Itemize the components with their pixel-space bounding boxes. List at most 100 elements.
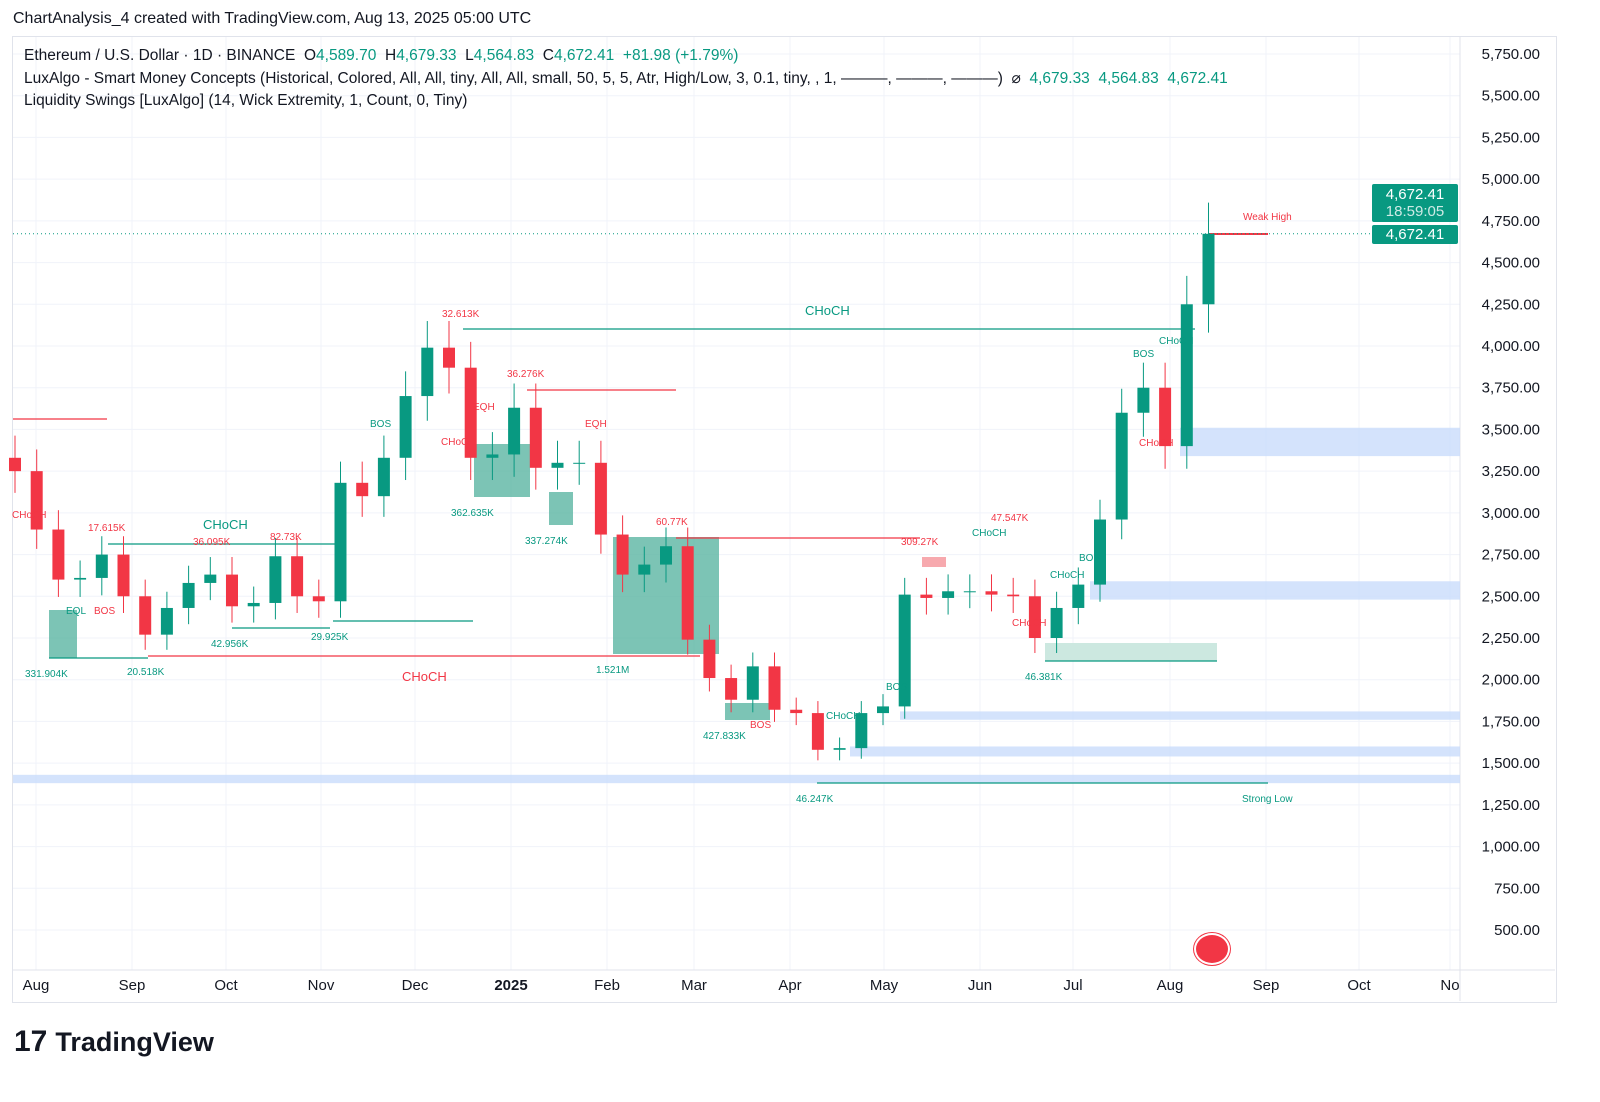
x-tick-label: Dec: [402, 977, 429, 994]
x-tick-label: Oct: [1347, 977, 1371, 994]
x-tick-label: Mar: [681, 977, 707, 994]
change-value: +81.98 (+1.79%): [622, 47, 739, 64]
candle: [334, 482, 347, 602]
y-tick-label: 1,250.00: [1482, 797, 1540, 814]
demand-zone: [850, 746, 1460, 757]
y-tick-label: 1,750.00: [1482, 713, 1540, 730]
x-tick-label: Jun: [968, 977, 992, 994]
y-tick-label: 4,250.00: [1482, 296, 1540, 313]
volume-label: 46.247K: [796, 794, 834, 805]
y-tick-label: 2,250.00: [1482, 630, 1540, 647]
candle: [985, 591, 998, 595]
candle: [1050, 607, 1063, 638]
candle: [377, 457, 390, 497]
eqh-label: EQH: [473, 402, 495, 413]
candle: [312, 596, 325, 602]
volume-label: 36.276K: [507, 369, 545, 380]
y-tick-label: 5,000.00: [1482, 171, 1540, 188]
candle: [486, 454, 499, 458]
y-tick-label: 5,500.00: [1482, 88, 1540, 105]
choch-label: CHoCH: [805, 303, 850, 318]
x-tick-label: Apr: [778, 977, 801, 994]
order-block: [725, 703, 770, 720]
choch-label: CHoCH: [1012, 618, 1047, 629]
candle: [942, 591, 955, 598]
y-tick-label: 2,000.00: [1482, 672, 1540, 689]
candle: [508, 407, 521, 455]
choch-label: CHoCH: [1159, 336, 1194, 347]
high-label: H: [384, 47, 397, 64]
indicator-smc-label: LuxAlgo - Smart Money Concepts (Historic…: [24, 70, 1003, 87]
y-tick-label: 2,750.00: [1482, 547, 1540, 564]
open-value: 4,589.70: [316, 47, 377, 64]
order-block: [474, 444, 530, 497]
y-tick-label: 3,750.00: [1482, 380, 1540, 397]
y-tick-label: 750.00: [1494, 880, 1540, 897]
candle: [725, 678, 738, 700]
hidden-icon: ⌀: [1011, 70, 1021, 87]
candle: [811, 713, 824, 750]
candle: [443, 347, 455, 368]
symbol-legend[interactable]: Ethereum / U.S. Dollar · 1D · BINANCE O4…: [24, 47, 738, 65]
choch-label: CHoCH: [441, 437, 476, 448]
y-tick-label: 3,000.00: [1482, 505, 1540, 522]
volume-label: 337.274K: [525, 536, 568, 547]
indicator-value: 4,672.41: [1167, 70, 1228, 87]
volume-label: 331.904K: [25, 669, 68, 680]
choch-label: CHoCH: [203, 517, 248, 532]
chart-credit: ChartAnalysis_4 created with TradingView…: [13, 10, 532, 27]
y-tick-label: 3,500.00: [1482, 421, 1540, 438]
x-tick-label: May: [870, 977, 899, 994]
eqh-label: EQH: [585, 419, 607, 430]
bos-label: BOS: [1133, 349, 1155, 360]
candle: [117, 554, 130, 597]
demand-zone: [1180, 427, 1460, 457]
choch-label: CHoCH: [826, 711, 861, 722]
candle: [1159, 387, 1172, 447]
y-tick-label: 2,500.00: [1482, 588, 1540, 605]
choch-label: CHoCH: [12, 510, 47, 521]
bos-label: BOS: [94, 606, 116, 617]
candle: [1094, 519, 1106, 585]
close-value: 4,672.41: [553, 47, 615, 64]
y-tick-label: 4,000.00: [1482, 338, 1540, 355]
indicator-liquidity[interactable]: Liquidity Swings [LuxAlgo] (14, Wick Ext…: [24, 92, 468, 109]
order-block: [1045, 643, 1217, 661]
indicator-smc[interactable]: LuxAlgo - Smart Money Concepts (Historic…: [24, 69, 1228, 88]
candle: [963, 591, 976, 593]
demand-zone: [900, 711, 1460, 720]
bos-label: BOS: [886, 682, 908, 693]
candle: [855, 713, 868, 749]
candle: [768, 666, 781, 710]
x-tick-label: Oct: [214, 977, 238, 994]
order-block: [49, 610, 77, 658]
candle: [139, 596, 152, 635]
strong-low-label: Strong Low: [1242, 794, 1293, 805]
brand-name: TradingView: [55, 1026, 214, 1057]
candle: [247, 602, 260, 607]
volume-label: 42.956K: [211, 639, 249, 650]
candle: [573, 462, 586, 464]
volume-label: 309.27K: [901, 537, 939, 548]
x-tick-label: 2025: [494, 977, 527, 994]
volume-label: 60.77K: [656, 517, 688, 528]
weak-high-label: Weak High: [1243, 212, 1292, 223]
chart-frame[interactable]: [12, 36, 1557, 1003]
x-tick-label: Jul: [1063, 977, 1082, 994]
candle: [1072, 584, 1085, 608]
candle: [898, 594, 911, 707]
volume-label: 362.635K: [451, 508, 494, 519]
candle: [681, 546, 694, 640]
candle: [269, 556, 282, 603]
bar-countdown: 18:59:05: [1385, 203, 1445, 220]
candle: [74, 577, 87, 580]
x-tick-label: Nov: [308, 977, 335, 994]
candle: [182, 582, 195, 608]
choch-label: CHoCH: [1050, 570, 1085, 581]
us-flag-event-icon[interactable]: [1194, 933, 1230, 965]
candle: [660, 546, 672, 565]
x-tick-label: Aug: [23, 977, 50, 994]
candle: [594, 462, 607, 535]
indicator-value: 4,679.33: [1029, 70, 1090, 87]
